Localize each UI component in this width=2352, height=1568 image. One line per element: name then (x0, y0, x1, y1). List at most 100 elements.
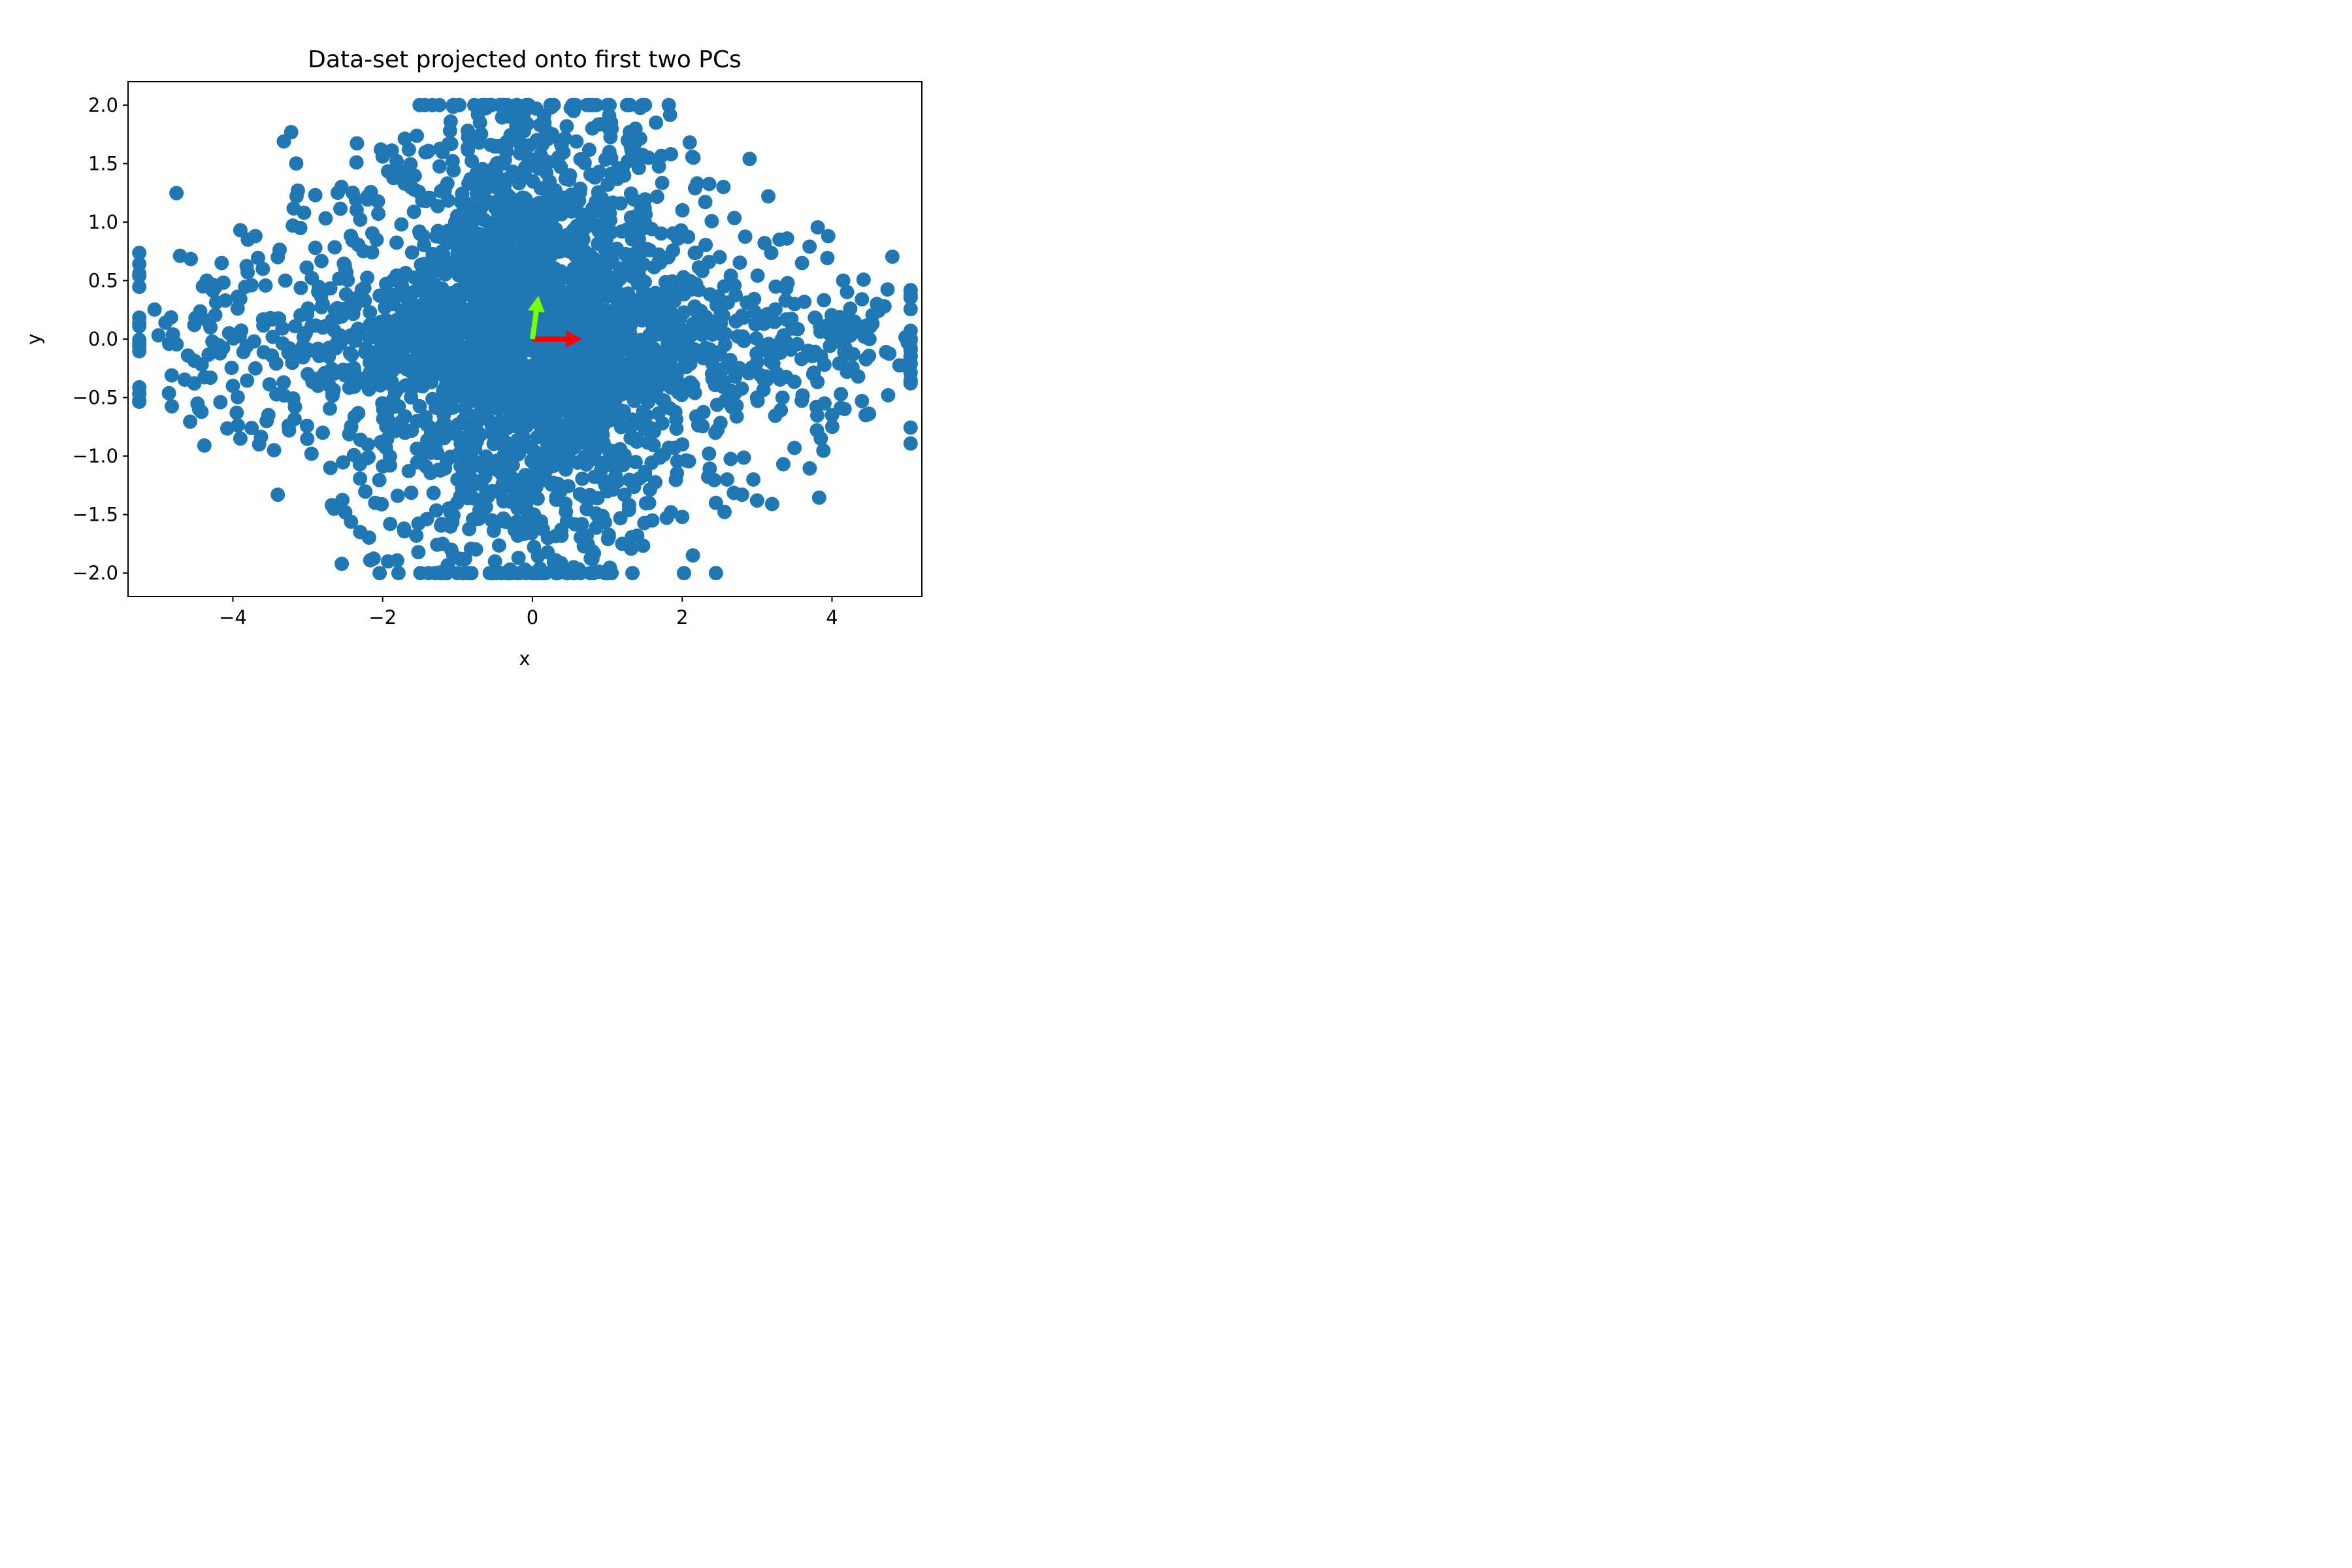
data-point (510, 514, 525, 529)
data-point (434, 340, 449, 355)
data-point (903, 349, 918, 364)
data-point (862, 332, 877, 346)
data-point (464, 251, 479, 266)
data-point (482, 293, 497, 308)
data-point (406, 182, 421, 197)
data-point (556, 394, 571, 409)
data-point (626, 302, 641, 317)
data-point (615, 536, 630, 551)
data-point (644, 455, 659, 470)
data-point (304, 270, 319, 286)
data-point (363, 318, 378, 332)
data-point (262, 377, 277, 392)
data-point (856, 272, 871, 287)
data-point (399, 353, 414, 368)
data-point (490, 369, 505, 384)
data-point (263, 310, 278, 325)
data-point (836, 273, 851, 288)
data-point (316, 297, 330, 312)
data-point (411, 545, 426, 560)
data-point (229, 405, 244, 420)
data-point (338, 287, 353, 302)
y-tick-label: 1.5 (88, 152, 118, 174)
data-point (651, 406, 666, 421)
data-point (746, 472, 761, 487)
data-point (593, 319, 608, 335)
data-point (681, 229, 696, 244)
data-point (403, 335, 418, 350)
data-point (661, 440, 676, 455)
data-point (502, 562, 517, 577)
data-point (285, 355, 300, 370)
data-point (728, 287, 743, 302)
y-axis-label: y (23, 333, 45, 344)
data-point (675, 437, 690, 452)
data-point (840, 285, 855, 299)
data-point (322, 378, 336, 393)
data-point (759, 372, 774, 387)
data-point (504, 245, 519, 260)
data-point (439, 566, 454, 581)
data-point (259, 414, 274, 429)
data-point (668, 472, 683, 487)
data-point (555, 195, 570, 210)
data-point (903, 372, 918, 387)
data-point (289, 189, 304, 204)
data-point (442, 123, 457, 139)
data-point (434, 244, 449, 259)
data-point (404, 245, 419, 260)
data-point (394, 217, 409, 232)
data-point (297, 205, 312, 220)
data-point (376, 333, 391, 348)
data-point (276, 388, 291, 403)
data-point (605, 335, 620, 350)
data-point (214, 255, 229, 270)
data-point (647, 424, 662, 439)
data-point (336, 455, 351, 470)
data-point (505, 164, 520, 179)
data-point (318, 211, 333, 226)
data-point (585, 551, 600, 566)
data-point (132, 280, 147, 294)
data-point (369, 233, 384, 247)
data-point (702, 461, 717, 476)
data-point (794, 255, 809, 270)
data-point (240, 265, 255, 280)
data-point (541, 235, 556, 250)
data-point (412, 399, 427, 414)
data-point (810, 408, 825, 423)
data-point (543, 427, 558, 442)
data-point (821, 229, 836, 244)
data-point (500, 299, 515, 314)
data-point (579, 343, 594, 357)
data-point (670, 454, 685, 469)
data-point (225, 378, 240, 393)
data-point (630, 528, 645, 543)
y-axis: −2.0 −1.5 −1.0 −0.5 0.0 0.5 1.0 1.5 2.0 (73, 94, 128, 584)
data-point (359, 451, 374, 466)
data-point (566, 103, 581, 118)
data-point (493, 345, 508, 360)
data-point (201, 347, 216, 362)
data-point (648, 475, 662, 490)
data-point (393, 314, 408, 329)
data-point (600, 483, 615, 498)
data-point (244, 421, 259, 436)
data-point (282, 423, 297, 438)
data-point (347, 379, 362, 394)
data-point (487, 554, 502, 569)
data-point (593, 395, 608, 410)
data-point (423, 466, 438, 480)
data-point (617, 261, 632, 276)
data-point (544, 100, 559, 115)
data-point (521, 151, 536, 166)
data-point (656, 360, 671, 375)
data-point (750, 268, 765, 283)
data-point (191, 402, 206, 417)
data-point (903, 436, 918, 451)
data-point (363, 305, 378, 319)
data-point (463, 461, 478, 476)
data-point (489, 239, 504, 254)
data-point (787, 297, 802, 312)
data-point (411, 310, 426, 325)
